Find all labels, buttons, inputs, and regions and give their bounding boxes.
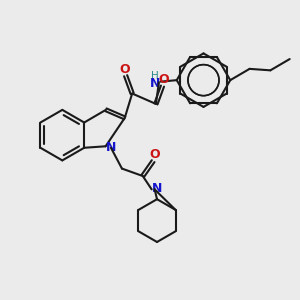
Text: N: N bbox=[150, 76, 161, 90]
Text: O: O bbox=[119, 63, 130, 76]
Text: N: N bbox=[152, 182, 162, 195]
Text: H: H bbox=[152, 71, 159, 81]
Text: O: O bbox=[158, 73, 169, 86]
Text: N: N bbox=[106, 141, 116, 154]
Text: O: O bbox=[149, 148, 160, 161]
